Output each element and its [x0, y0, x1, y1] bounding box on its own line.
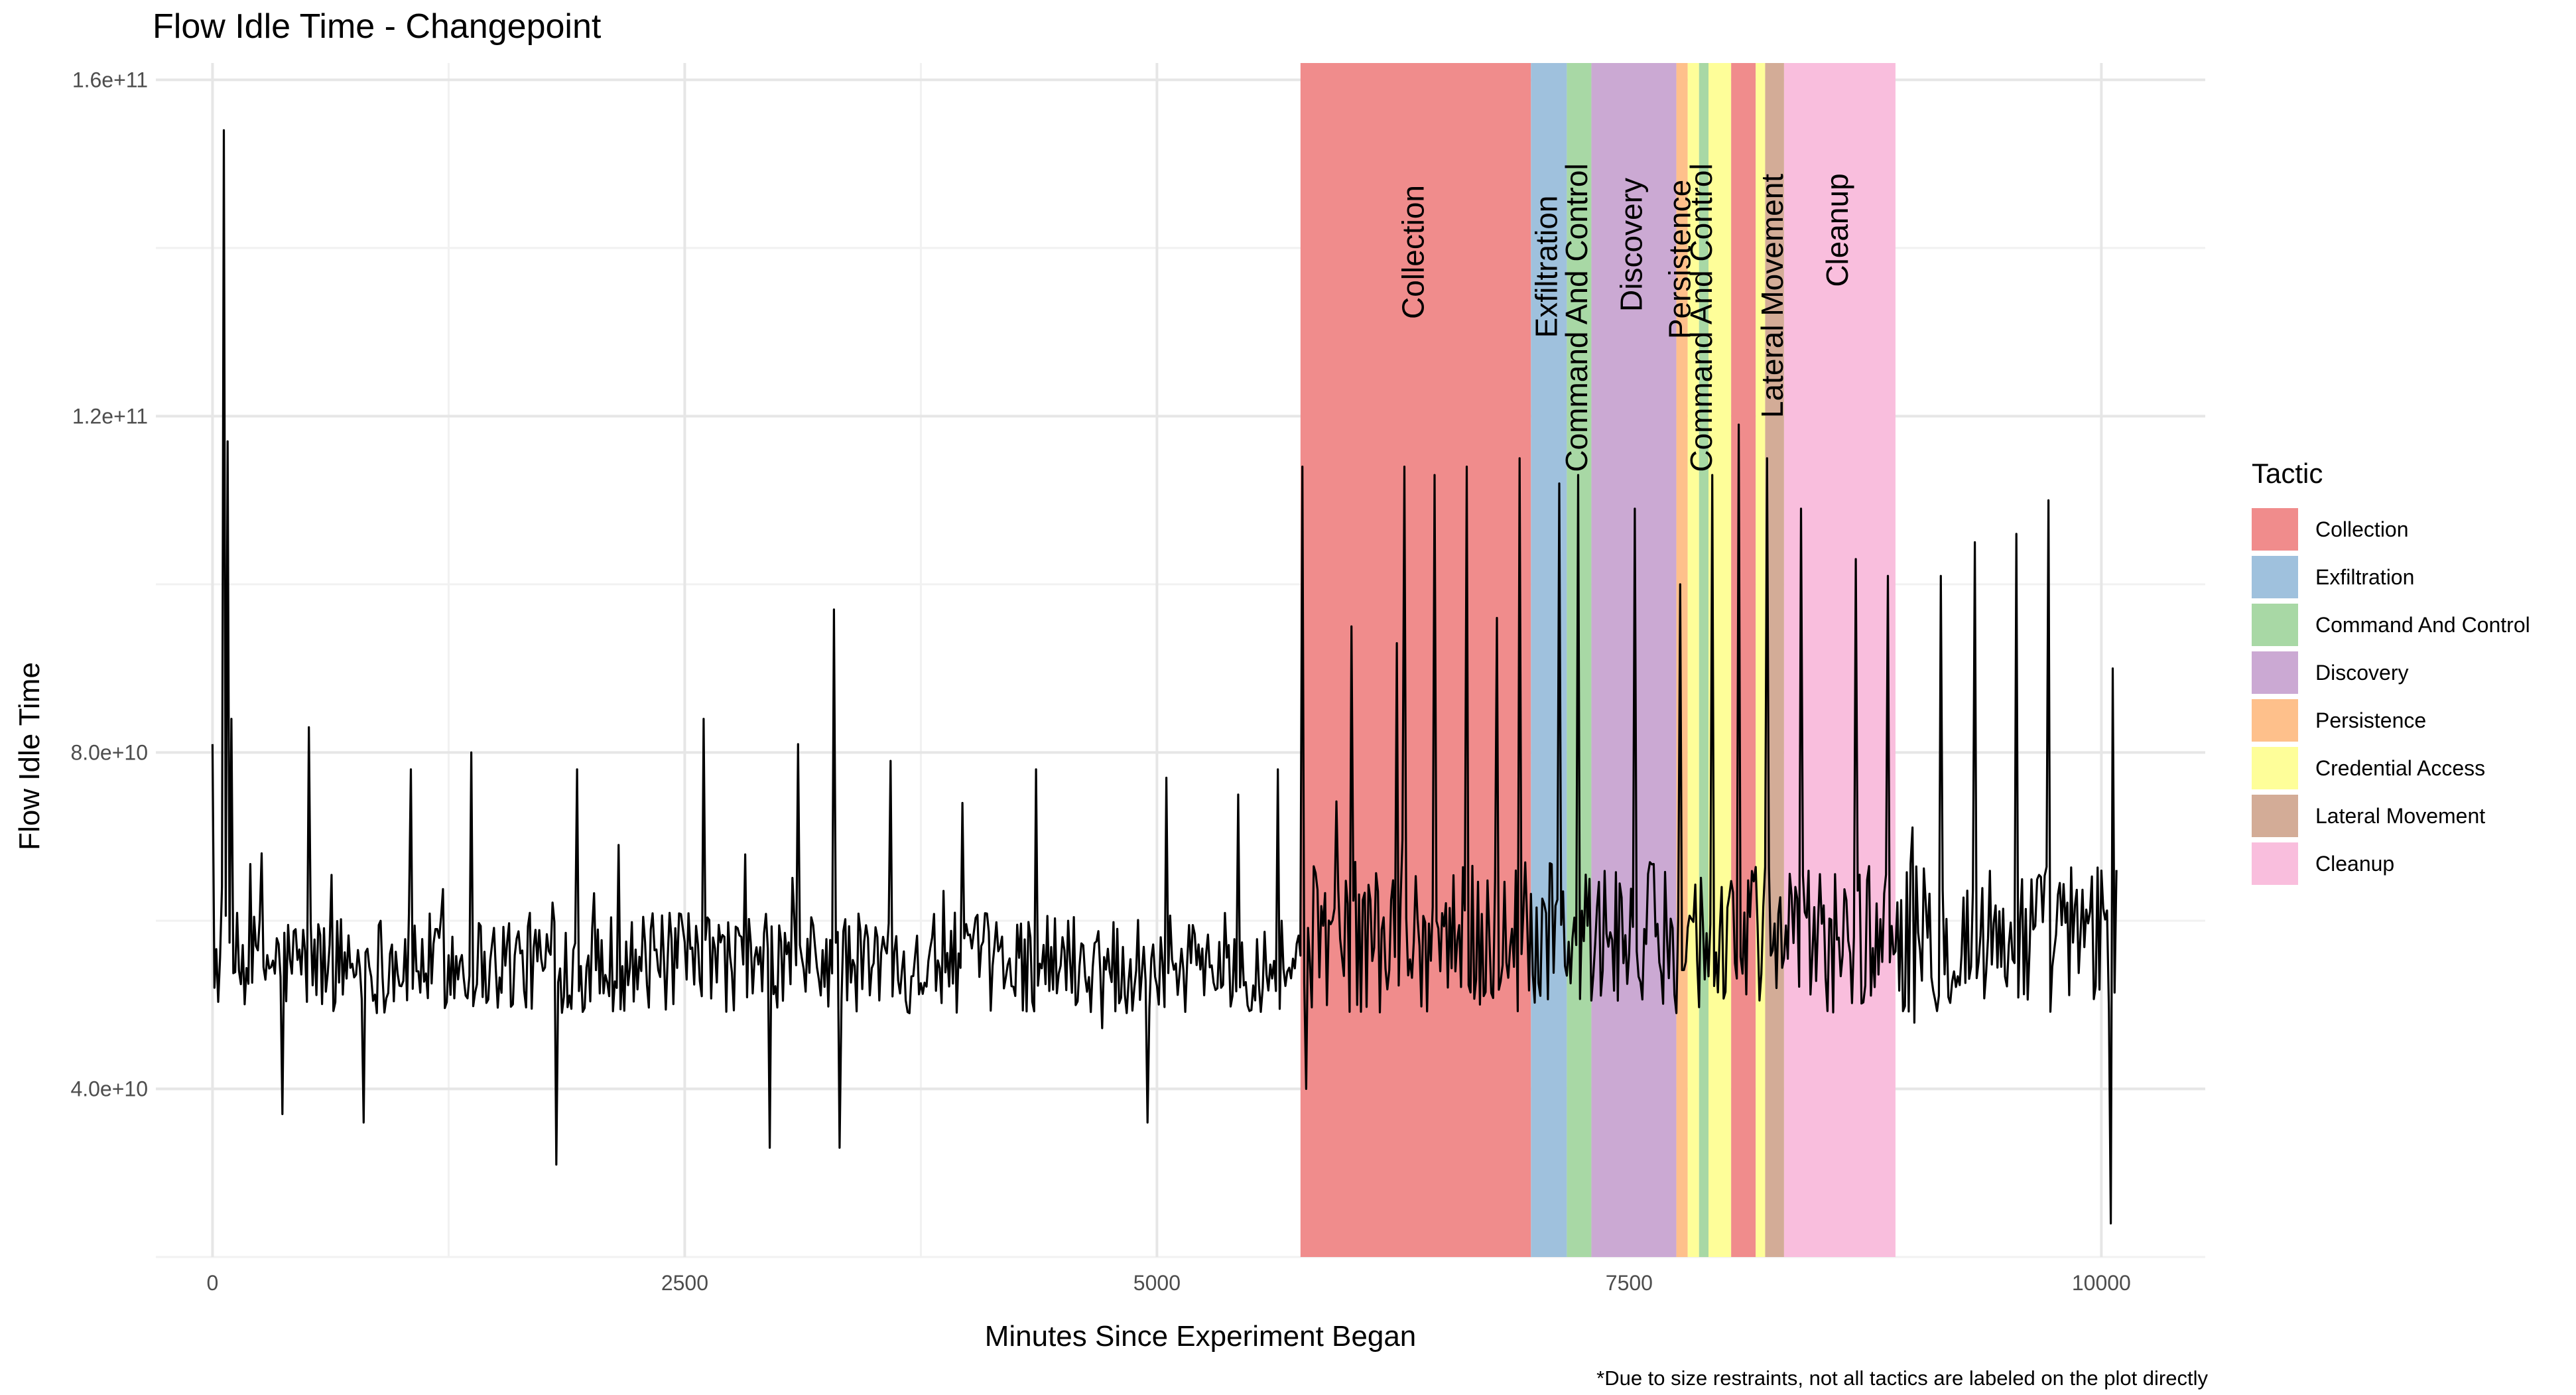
- legend-label: Discovery: [2315, 660, 2409, 685]
- legend-label: Command And Control: [2315, 612, 2530, 637]
- tactic-region-label: Lateral Movement: [1755, 174, 1789, 418]
- legend-swatch: [2252, 604, 2298, 646]
- legend-swatch: [2252, 842, 2298, 885]
- x-tick-label: 5000: [1133, 1271, 1181, 1295]
- y-tick-label: 8.0e+10: [70, 740, 148, 764]
- legend-item: Credential Access: [2252, 744, 2530, 792]
- y-tick-label: 1.2e+11: [72, 404, 148, 428]
- x-tick-label: 10000: [2072, 1271, 2131, 1295]
- tactic-region-label: Discovery: [1614, 178, 1649, 312]
- legend-item: Collection: [2252, 505, 2530, 553]
- tactic-region-label: Cleanup: [1820, 173, 1854, 287]
- legend-item: Cleanup: [2252, 840, 2530, 888]
- y-axis-title: Flow Idle Time: [13, 662, 46, 850]
- y-tick-label: 4.0e+10: [70, 1077, 148, 1100]
- tactic-region-persistence: [1676, 63, 1688, 1257]
- grid-layer: [156, 63, 2205, 1258]
- legend-items: Collection Exfiltration Command And Contro…: [2252, 505, 2530, 888]
- x-axis-title: Minutes Since Experiment Began: [984, 1320, 1417, 1353]
- tactic-region-collection: [1300, 63, 1531, 1257]
- legend-label: Exfiltration: [2315, 565, 2415, 589]
- legend-label: Credential Access: [2315, 756, 2486, 780]
- legend-label: Cleanup: [2315, 851, 2395, 876]
- series-line: [211, 129, 2118, 1225]
- legend-swatch: [2252, 699, 2298, 742]
- x-tick-label: 2500: [661, 1271, 708, 1295]
- tactic-region-label: Persistence: [1662, 180, 1697, 339]
- tactic-region-label: Command And Control: [1559, 163, 1594, 472]
- tactic-region-label: Command And Control: [1684, 163, 1718, 472]
- legend-label: Persistence: [2315, 708, 2427, 732]
- legend: Tactic Collection Exfiltration Command And…: [2252, 458, 2530, 888]
- x-tick-label: 7500: [1606, 1271, 1653, 1295]
- legend-swatch: [2252, 556, 2298, 598]
- legend-item: Command And Control: [2252, 601, 2530, 649]
- tactic-region-label: Collection: [1396, 185, 1431, 319]
- x-tick-label: 0: [207, 1271, 219, 1295]
- legend-swatch: [2252, 795, 2298, 837]
- legend-item: Exfiltration: [2252, 553, 2530, 601]
- legend-title: Tactic: [2252, 458, 2323, 489]
- legend-item: Lateral Movement: [2252, 792, 2530, 840]
- axis-layer: 0 2500 5000 7500 10000 4.0e+10 8.0e+10 1.2e+11 1…: [70, 68, 2130, 1295]
- legend-item: Persistence: [2252, 697, 2530, 744]
- legend-label: Lateral Movement: [2315, 803, 2486, 828]
- tactic-regions: [1300, 63, 1896, 1257]
- legend-swatch: [2252, 508, 2298, 551]
- chart-title: Flow Idle Time - Changepoint: [153, 7, 602, 46]
- y-tick-label: 1.6e+11: [72, 68, 148, 92]
- tactic-region-label: Exfiltration: [1529, 196, 1564, 338]
- legend-swatch: [2252, 651, 2298, 694]
- legend-label: Collection: [2315, 517, 2409, 541]
- tactic-region-collection: [1731, 63, 1756, 1257]
- series-layer: [211, 129, 2118, 1225]
- legend-item: Discovery: [2252, 649, 2530, 697]
- chart-caption: *Due to size restraints, not all tactics…: [1596, 1366, 2208, 1390]
- legend-swatch: [2252, 747, 2298, 789]
